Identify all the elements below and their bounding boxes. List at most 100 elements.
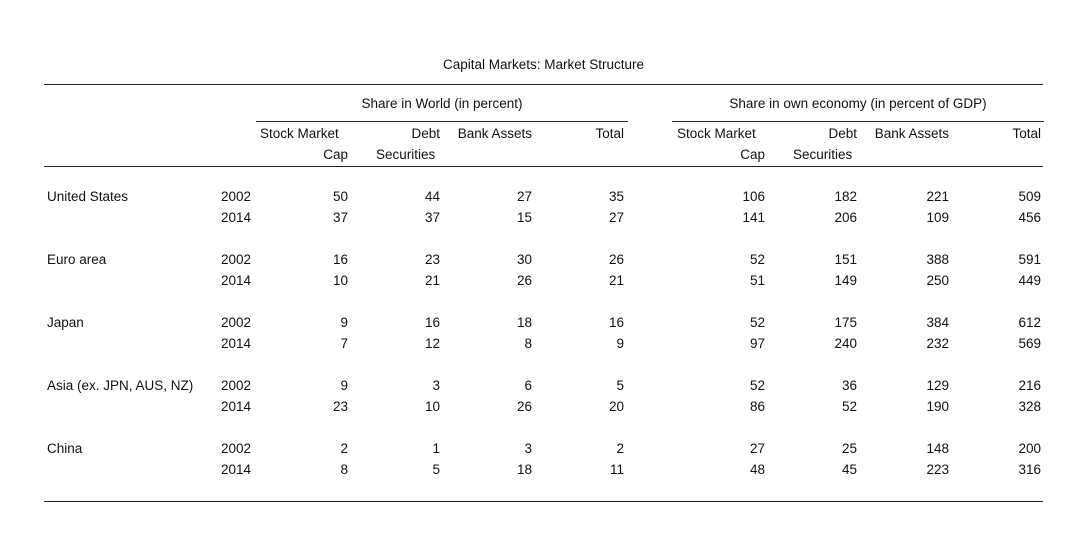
economy-value-cell: 449 [1018, 273, 1041, 288]
world-value-cell: 15 [516, 210, 532, 225]
world-value-cell: 20 [608, 399, 624, 414]
economy-value-cell: 52 [749, 378, 765, 393]
world-value-cell: 37 [332, 210, 348, 225]
year-cell: 2014 [221, 336, 252, 351]
bottom-rule [44, 501, 1043, 502]
year-cell: 2002 [221, 441, 252, 456]
economy-value-cell: 48 [749, 462, 765, 477]
world-value-cell: 44 [424, 189, 440, 204]
world-value-cell: 18 [516, 315, 532, 330]
world-value-cell: 2 [340, 441, 348, 456]
world-value-cell: 2 [616, 441, 624, 456]
economy-value-cell: 316 [1018, 462, 1041, 477]
world-value-cell: 16 [332, 252, 348, 267]
economy-value-cell: 45 [841, 462, 857, 477]
world-value-cell: 21 [424, 273, 440, 288]
economy-value-cell: 232 [926, 336, 949, 351]
group-rule-world [256, 121, 628, 122]
col-header-line1: Bank Assets [874, 126, 949, 141]
col-header-line1: Total [1012, 126, 1041, 141]
group-header-economy: Share in own economy (in percent of GDP) [729, 96, 987, 111]
world-value-cell: 1 [432, 441, 440, 456]
region-label: United States [47, 189, 129, 204]
economy-value-cell: 250 [926, 273, 949, 288]
world-value-cell: 12 [424, 336, 440, 351]
world-value-cell: 9 [340, 315, 348, 330]
economy-value-cell: 182 [834, 189, 857, 204]
economy-value-cell: 384 [926, 315, 949, 330]
col-header-economy-total: Total [957, 126, 1041, 142]
col-header-line2: Cap [740, 147, 765, 162]
year-cell: 2014 [221, 273, 252, 288]
world-value-cell: 26 [516, 399, 532, 414]
economy-value-cell: 52 [841, 399, 857, 414]
year-cell: 2014 [221, 462, 252, 477]
year-cell: 2014 [221, 399, 252, 414]
economy-value-cell: 200 [1018, 441, 1041, 456]
economy-value-cell: 106 [742, 189, 765, 204]
world-value-cell: 50 [332, 189, 348, 204]
year-cell: 2014 [221, 210, 252, 225]
col-header-line2: Securities [376, 147, 436, 162]
economy-value-cell: 148 [926, 441, 949, 456]
economy-value-cell: 509 [1018, 189, 1041, 204]
col-header-line1: Total [595, 126, 624, 141]
world-value-cell: 8 [524, 336, 532, 351]
economy-value-cell: 27 [749, 441, 765, 456]
col-header-world-stock: Stock Market Cap [256, 126, 348, 163]
col-header-world-total: Total [540, 126, 624, 142]
economy-value-cell: 240 [834, 336, 857, 351]
economy-value-cell: 223 [926, 462, 949, 477]
world-value-cell: 35 [608, 189, 624, 204]
col-header-economy-bank: Bank Assets [857, 126, 949, 142]
col-header-economy-stock: Stock Market Cap [673, 126, 765, 163]
economy-value-cell: 86 [749, 399, 765, 414]
economy-value-cell: 456 [1018, 210, 1041, 225]
economy-value-cell: 569 [1018, 336, 1041, 351]
world-value-cell: 23 [332, 399, 348, 414]
economy-value-cell: 190 [926, 399, 949, 414]
col-header-line1: Stock Market [260, 126, 339, 141]
world-value-cell: 5 [616, 378, 624, 393]
region-label: Euro area [47, 252, 107, 267]
world-value-cell: 27 [516, 189, 532, 204]
header-rule [44, 166, 1043, 167]
world-value-cell: 9 [340, 378, 348, 393]
economy-value-cell: 612 [1018, 315, 1041, 330]
region-label: Asia (ex. JPN, AUS, NZ) [47, 378, 194, 393]
year-cell: 2002 [221, 378, 252, 393]
col-header-line1: Debt [411, 126, 440, 141]
group-rule-economy [672, 121, 1044, 122]
world-value-cell: 23 [424, 252, 440, 267]
economy-value-cell: 591 [1018, 252, 1041, 267]
economy-value-cell: 216 [1018, 378, 1041, 393]
col-header-economy-debt: Debt Securities [777, 126, 857, 163]
world-value-cell: 16 [424, 315, 440, 330]
col-header-line2: Securities [793, 147, 853, 162]
year-cell: 2002 [221, 252, 252, 267]
world-value-cell: 26 [608, 252, 624, 267]
col-header-world-bank: Bank Assets [440, 126, 532, 142]
economy-value-cell: 175 [834, 315, 857, 330]
world-value-cell: 9 [616, 336, 624, 351]
economy-value-cell: 388 [926, 252, 949, 267]
world-value-cell: 10 [332, 273, 348, 288]
world-value-cell: 18 [516, 462, 532, 477]
economy-value-cell: 129 [926, 378, 949, 393]
economy-value-cell: 36 [841, 378, 857, 393]
world-value-cell: 37 [424, 210, 440, 225]
economy-value-cell: 52 [749, 315, 765, 330]
world-value-cell: 26 [516, 273, 532, 288]
economy-value-cell: 97 [749, 336, 765, 351]
top-rule [44, 84, 1043, 85]
col-header-line1: Debt [828, 126, 857, 141]
economy-value-cell: 51 [749, 273, 765, 288]
col-header-line1: Bank Assets [457, 126, 532, 141]
economy-value-cell: 206 [834, 210, 857, 225]
economy-value-cell: 109 [926, 210, 949, 225]
year-cell: 2002 [221, 315, 252, 330]
group-header-world: Share in World (in percent) [361, 96, 523, 111]
world-value-cell: 16 [608, 315, 624, 330]
world-value-cell: 6 [524, 378, 532, 393]
col-header-world-debt: Debt Securities [360, 126, 440, 163]
